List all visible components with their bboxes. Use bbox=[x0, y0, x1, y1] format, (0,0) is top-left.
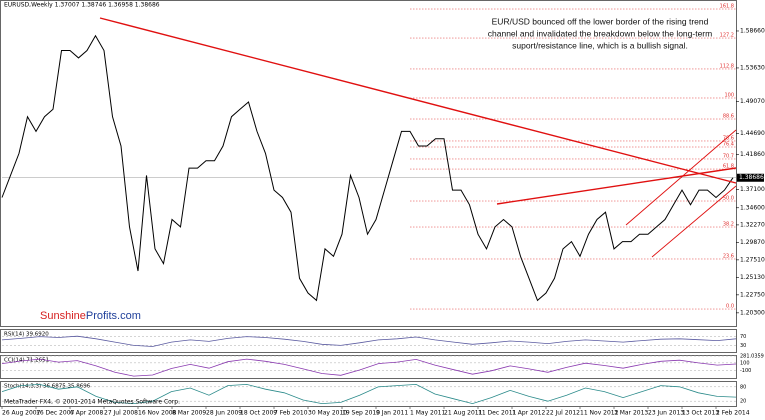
x-tick-label: 1 May 2011 bbox=[410, 410, 445, 417]
y-tick-label: 1.53630 bbox=[740, 64, 765, 71]
y-tick-label: 1.27510 bbox=[740, 256, 765, 263]
y-tick-label: 1.20300 bbox=[740, 309, 765, 316]
rsi-frame bbox=[0, 329, 737, 353]
x-tick-label: 7 Feb 2010 bbox=[274, 410, 308, 417]
x-tick-label: 2 Feb 2014 bbox=[716, 410, 750, 417]
fib-label: 23.6 bbox=[723, 253, 734, 259]
panel-tick-label: 80 bbox=[740, 384, 746, 390]
x-tick-label: 28 Jun 2009 bbox=[206, 410, 242, 417]
x-tick-label: 18 Oct 2009 bbox=[240, 410, 277, 417]
y-tick-label: 1.32270 bbox=[740, 221, 765, 228]
indicator-line bbox=[1, 335, 737, 347]
channel-lower bbox=[651, 185, 737, 258]
annotation: channel and invalidated the breakdown be… bbox=[488, 28, 712, 38]
price-frame bbox=[0, 0, 737, 327]
y-tick-label: 1.58660 bbox=[740, 27, 765, 34]
x-tick-label: 23 Jun 2013 bbox=[648, 410, 684, 417]
x-tick-label: 26 Aug 2007 bbox=[2, 410, 41, 417]
plot: 1.58660 1.53630 1.49070 1.44690 1.41860 1.371… bbox=[1, 4, 765, 417]
panel-tick-label: -100 bbox=[740, 368, 751, 374]
y-tick-label: 1.22750 bbox=[740, 291, 765, 298]
fib-label: 100 bbox=[724, 92, 734, 98]
fib-label: 50.0 bbox=[723, 196, 734, 202]
x-tick-label: 13 Oct 2013 bbox=[682, 410, 719, 417]
panel-tick-label: 281.0359 bbox=[740, 354, 764, 360]
fib-label: 112.8 bbox=[720, 63, 734, 69]
fib-label: 161.8 bbox=[720, 4, 734, 10]
x-tick-label: 27 Jul 2008 bbox=[104, 410, 138, 417]
x-tick-label: 22 Jul 2012 bbox=[546, 410, 580, 417]
x-tick-label: 16 Dec 2007 bbox=[36, 410, 75, 417]
footer: MetaTrader FX4, © 2001-2014 MetaQuotes S… bbox=[4, 399, 180, 406]
cci-frame bbox=[0, 355, 737, 379]
panel-tick-label: 30 bbox=[740, 343, 746, 349]
fib-label: 78.6 bbox=[723, 135, 734, 141]
y-tick-label: 1.44690 bbox=[740, 130, 765, 137]
last-price-label: 1.38686 bbox=[739, 174, 764, 181]
last-price-box bbox=[737, 173, 764, 182]
fib-label: 0.0 bbox=[726, 304, 734, 310]
y-tick-label: 1.34600 bbox=[740, 204, 765, 211]
annotation: EUR/USD bounced off the lower border of … bbox=[492, 16, 709, 26]
long-term-resistance bbox=[99, 17, 737, 184]
x-tick-label: 8 Mar 2009 bbox=[172, 410, 206, 417]
fib-label: 38.2 bbox=[723, 222, 734, 228]
panel-tick-label: 70 bbox=[740, 334, 746, 340]
stoch-frame bbox=[0, 381, 737, 407]
x-tick-label: 21 Aug 2011 bbox=[444, 410, 483, 417]
x-tick-label: 19 Sep 2010 bbox=[342, 410, 380, 417]
fib-label: 70.7 bbox=[723, 153, 734, 159]
fib-label: 76.4 bbox=[723, 142, 734, 148]
logo-part: Sunshine bbox=[40, 310, 86, 322]
x-tick-label: 11 Nov 2012 bbox=[580, 410, 619, 417]
x-tick-label: 9 Jan 2011 bbox=[376, 410, 408, 417]
x-tick-label: 16 Nov 2008 bbox=[138, 410, 177, 417]
x-tick-label: 1 Apr 2012 bbox=[512, 410, 545, 417]
support-line bbox=[496, 167, 737, 205]
annotation: suport/resistance line, which is a bulli… bbox=[512, 40, 688, 50]
logo-part: Profits.com bbox=[86, 310, 141, 322]
fib-label: 127.2 bbox=[720, 33, 734, 39]
fib-label: 61.8 bbox=[723, 164, 734, 170]
panel-tick-label: 20 bbox=[740, 399, 746, 405]
y-tick-label: 1.49070 bbox=[740, 98, 765, 105]
channel-upper bbox=[625, 129, 737, 226]
indicator-line bbox=[1, 383, 737, 405]
x-tick-label: 6 Apr 2008 bbox=[70, 410, 103, 417]
x-tick-label: 30 May 2010 bbox=[308, 410, 347, 417]
logo: SunshineProfits.com bbox=[40, 310, 141, 322]
fib-label: 88.6 bbox=[723, 114, 734, 120]
chart-header: EURUSD,Weekly 1.37007 1.38746 1.36958 1.… bbox=[4, 2, 160, 9]
x-tick-label: 11 Dec 2011 bbox=[478, 410, 517, 417]
y-tick-label: 1.37100 bbox=[740, 186, 765, 193]
price-line bbox=[1, 34, 734, 302]
y-tick-label: 1.41860 bbox=[740, 151, 765, 158]
y-tick-label: 1.29870 bbox=[740, 239, 765, 246]
panel-tick-label: 100 bbox=[740, 360, 750, 366]
indicator-line bbox=[1, 358, 737, 377]
x-tick-label: 3 Mar 2013 bbox=[614, 410, 648, 417]
y-tick-label: 1.25130 bbox=[740, 274, 765, 281]
panel-title: RSI(14) 39.6920 bbox=[4, 332, 49, 338]
